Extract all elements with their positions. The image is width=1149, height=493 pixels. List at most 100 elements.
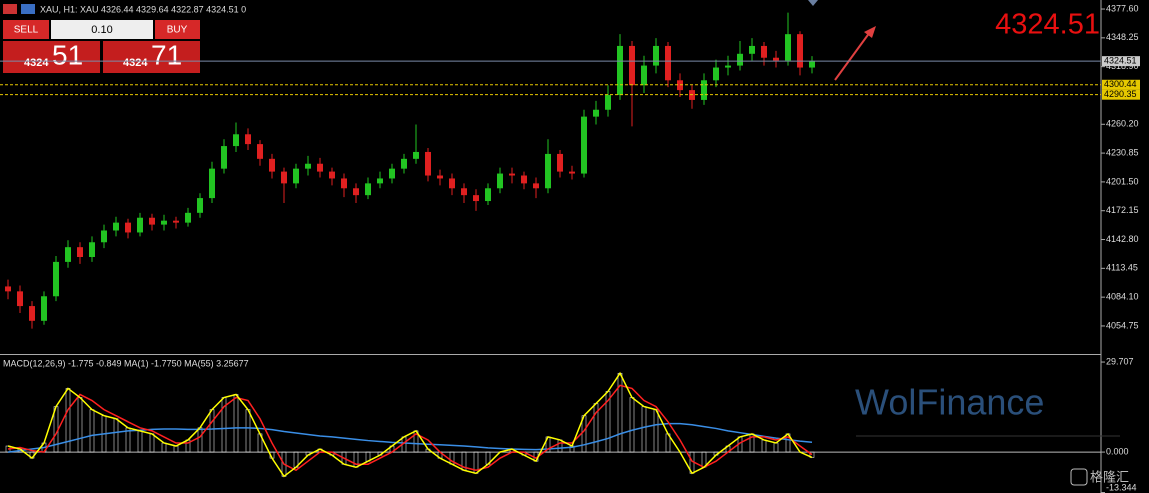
chart-icon[interactable] bbox=[21, 4, 35, 14]
candle-body bbox=[101, 230, 107, 243]
candle-body bbox=[389, 168, 395, 179]
candle-body bbox=[485, 188, 491, 202]
candle-body bbox=[365, 183, 371, 196]
candle-body bbox=[233, 134, 239, 147]
candle-body bbox=[557, 153, 563, 172]
candle-body bbox=[593, 109, 599, 117]
candle-body bbox=[473, 195, 479, 202]
buy-price-pips: 71 bbox=[151, 39, 182, 70]
sell-price-pips: 51 bbox=[52, 39, 83, 70]
price-line-label-box bbox=[1102, 79, 1140, 90]
candle-body bbox=[785, 34, 791, 61]
watermark-logo bbox=[1070, 468, 1088, 486]
lot-field[interactable] bbox=[51, 20, 153, 39]
price-line-label-box bbox=[1102, 89, 1140, 100]
y-tick-label: 4113.45 bbox=[1106, 263, 1138, 273]
candle-body bbox=[221, 146, 227, 169]
trend-arrow bbox=[834, 31, 871, 81]
candle-body bbox=[521, 175, 527, 184]
candle-body bbox=[89, 242, 95, 257]
chart-header: XAU, H1: XAU 4326.44 4329.64 4322.87 432… bbox=[40, 4, 246, 14]
y-tick-label: 4172.15 bbox=[1106, 205, 1139, 215]
candle-body bbox=[377, 178, 383, 184]
y-tick-label: 4054.75 bbox=[1106, 320, 1139, 330]
current-price-label: 4324.51 bbox=[1104, 56, 1137, 66]
y-tick-label: 4201.50 bbox=[1106, 176, 1139, 186]
y-tick-label: 4084.10 bbox=[1106, 292, 1139, 302]
candle-body bbox=[269, 158, 275, 172]
candle-body bbox=[17, 291, 23, 307]
y-tick-label: 4142.80 bbox=[1106, 234, 1139, 244]
candle-body bbox=[437, 175, 443, 179]
sell-price-box[interactable] bbox=[3, 41, 100, 73]
candle-body bbox=[617, 45, 623, 96]
candle-body bbox=[581, 116, 587, 174]
buy-label: BUY bbox=[167, 25, 188, 36]
candle-body bbox=[41, 296, 47, 321]
candle-body bbox=[5, 286, 11, 292]
candle-body bbox=[737, 53, 743, 66]
candle-body bbox=[245, 134, 251, 145]
candle-body bbox=[281, 171, 287, 184]
candle-body bbox=[209, 168, 215, 199]
candle-body bbox=[293, 168, 299, 184]
y-tick-label: 4260.20 bbox=[1106, 119, 1139, 129]
candle-body bbox=[665, 45, 671, 81]
price-line-label: 4300.44 bbox=[1104, 79, 1137, 89]
candle-body bbox=[185, 212, 191, 223]
candle-body bbox=[413, 151, 419, 159]
candle-body bbox=[77, 247, 83, 257]
watermark-brand: WolFinance bbox=[855, 382, 1044, 423]
candle-body bbox=[305, 163, 311, 169]
watermark-source: 格隆汇 bbox=[1090, 469, 1129, 484]
y-tick-label: 4348.25 bbox=[1106, 32, 1139, 42]
candle-body bbox=[509, 173, 515, 176]
candle-body bbox=[161, 220, 167, 225]
candle-body bbox=[497, 173, 503, 189]
candle-body bbox=[341, 178, 347, 189]
candle-body bbox=[797, 34, 803, 68]
candle-body bbox=[761, 45, 767, 58]
candle-body bbox=[329, 171, 335, 179]
candle-body bbox=[449, 178, 455, 189]
candle-body bbox=[545, 153, 551, 189]
sell-label: SELL bbox=[14, 25, 39, 36]
menu-icon[interactable] bbox=[3, 4, 17, 14]
sell-button[interactable] bbox=[3, 20, 49, 39]
trade-panel: SELL 0.10 BUY 4324 51 4324 71 bbox=[3, 20, 200, 73]
current-price-box bbox=[1102, 56, 1140, 67]
candle-body bbox=[257, 144, 263, 159]
buy-price-box[interactable] bbox=[103, 41, 200, 73]
candle-body bbox=[653, 45, 659, 66]
candle-body bbox=[53, 261, 59, 297]
candle-body bbox=[113, 222, 119, 231]
scroll-marker bbox=[808, 0, 818, 6]
candle-body bbox=[425, 151, 431, 176]
candle-body bbox=[725, 65, 731, 68]
candle-body bbox=[125, 222, 131, 233]
signal-line bbox=[7, 384, 813, 472]
candle-body bbox=[713, 67, 719, 81]
candle-body bbox=[317, 163, 323, 172]
candle-body bbox=[197, 198, 203, 213]
candle-body bbox=[401, 158, 407, 169]
sell-price-big: 4324 bbox=[24, 57, 49, 69]
buy-button[interactable] bbox=[155, 20, 200, 39]
macd-tick-label: -13.344 bbox=[1106, 482, 1137, 492]
y-tick-label: 4230.85 bbox=[1106, 147, 1139, 157]
candle-body bbox=[773, 57, 779, 61]
ma55-line bbox=[7, 422, 813, 453]
candle-body bbox=[641, 65, 647, 86]
candle-body bbox=[65, 247, 71, 262]
candle-body bbox=[809, 61, 815, 68]
candle-body bbox=[149, 217, 155, 225]
price-line-label: 4290.35 bbox=[1104, 89, 1137, 99]
candle-body bbox=[749, 45, 755, 54]
y-tick-label: 4377.60 bbox=[1106, 3, 1139, 13]
candle-body bbox=[173, 220, 179, 223]
candle-body bbox=[569, 171, 575, 174]
buy-price-big: 4324 bbox=[123, 57, 148, 69]
candle-body bbox=[461, 188, 467, 196]
candle-body bbox=[605, 95, 611, 110]
candle-body bbox=[629, 45, 635, 86]
